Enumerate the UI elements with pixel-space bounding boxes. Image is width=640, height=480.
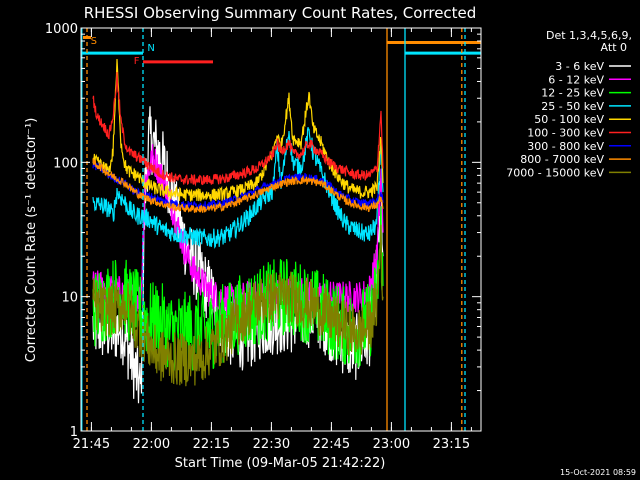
y-tick-label: 100 (53, 156, 78, 171)
plot-area (81, 28, 481, 431)
series-line-7000-15000-kev (92, 224, 384, 387)
annotation-s: S (91, 36, 97, 47)
annotation-lines (81, 28, 466, 431)
y-tick-label: 10 (61, 291, 78, 306)
annotation-n: N (147, 43, 154, 54)
tick-labels: 1 10 100 1000 21:45 22:00 22:15 22:30 22:45 23:00… (45, 22, 470, 452)
x-tick-label: 22:45 (313, 437, 350, 452)
legend-label-50-100-kev: 50 - 100 keV (534, 113, 604, 126)
legend-label-3-6-kev: 3 - 6 keV (555, 60, 604, 73)
x-tick-label: 21:45 (73, 437, 110, 452)
timestamp: 15-Oct-2021 08:59 (560, 468, 636, 477)
x-tick-label: 23:15 (433, 437, 470, 452)
plot-background (81, 28, 481, 431)
legend-label-7000-15000-kev: 7000 - 15000 keV (506, 166, 604, 179)
series-line-800-7000-kev (92, 158, 384, 214)
series-line-25-50-kev (92, 127, 384, 249)
axes (80, 27, 482, 432)
plot-frame (80, 27, 482, 432)
legend-label-100-300-kev: 100 - 300 keV (527, 127, 604, 140)
legend-label-800-7000-kev: 800 - 7000 keV (520, 153, 604, 166)
y-axis-label: Corrected Count Rate (s⁻¹ detector⁻¹) (24, 118, 39, 363)
data-series (92, 58, 384, 404)
x-axis-label: Start Time (09-Mar-05 21:42:22) (175, 456, 386, 471)
series-line-50-100-kev (92, 58, 384, 202)
legend-label-300-800-kev: 300 - 800 keV (527, 140, 604, 153)
y-tick-label: 1000 (45, 22, 78, 37)
legend-label-25-50-kev: 25 - 50 keV (541, 100, 604, 113)
x-tick-label: 22:15 (193, 437, 230, 452)
legend-label-6-12-kev: 6 - 12 keV (548, 73, 604, 86)
legend-label-12-25-kev: 12 - 25 keV (541, 87, 604, 100)
y-tick-label: 1 (70, 425, 78, 440)
chart-title: RHESSI Observing Summary Count Rates, Co… (84, 4, 477, 22)
legend-header-line-2: Att 0 (601, 41, 627, 54)
x-tick-label: 22:00 (133, 437, 170, 452)
annotation-labels: S NF (91, 36, 155, 67)
legend-header-line-1: Det 1,3,4,5,6,9, (546, 29, 632, 42)
series-line-100-300-kev (92, 71, 384, 187)
annotation-f: F (134, 56, 140, 67)
x-tick-label: 23:00 (373, 437, 410, 452)
x-tick-label: 22:30 (253, 437, 290, 452)
